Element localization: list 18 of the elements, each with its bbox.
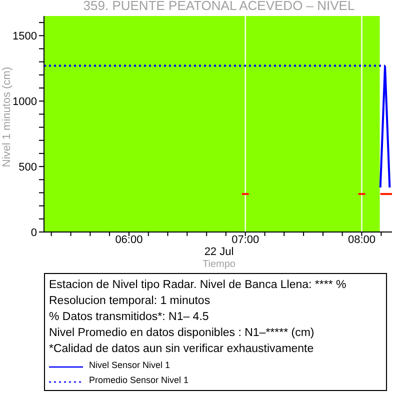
text: 22 Jul [203, 246, 235, 258]
x-tick-label: 06:00 [115, 234, 143, 246]
chart-title: 359. PUENTE PEATONAL ACEVEDO – NIVEL [82, 0, 356, 13]
y-axis-title: Nivel 1 minutos (cm) [1, 66, 13, 170]
x-tick-label: 08:00 [348, 234, 376, 246]
y-tick-label: 500 [18, 161, 37, 174]
text: Estacion de Nivel tipo Radar. Nivel de Banca Llena: **** % [49, 278, 348, 293]
legend-label: Promedio Sensor Nivel 1 [89, 374, 189, 386]
text: % Datos transmitidos*: N1– 4.5 [49, 310, 210, 325]
legend-label: Nivel Sensor Nivel 1 [89, 358, 170, 372]
text: Resolucion temporal: 1 minutos [49, 294, 212, 309]
y-tick-label: 0 [30, 226, 37, 239]
x-axis-title: Tiempo [202, 259, 236, 270]
x-tick-label: 07:00 [232, 234, 260, 246]
y-tick-label: 1000 [12, 96, 37, 108]
y-tick-label: 1500 [12, 30, 37, 43]
text: Nivel Promedio en datos disponibles : N1–***** (cm) [49, 326, 316, 341]
text: *Calidad de datos aun sin verificar exhaustivamente [49, 342, 315, 357]
